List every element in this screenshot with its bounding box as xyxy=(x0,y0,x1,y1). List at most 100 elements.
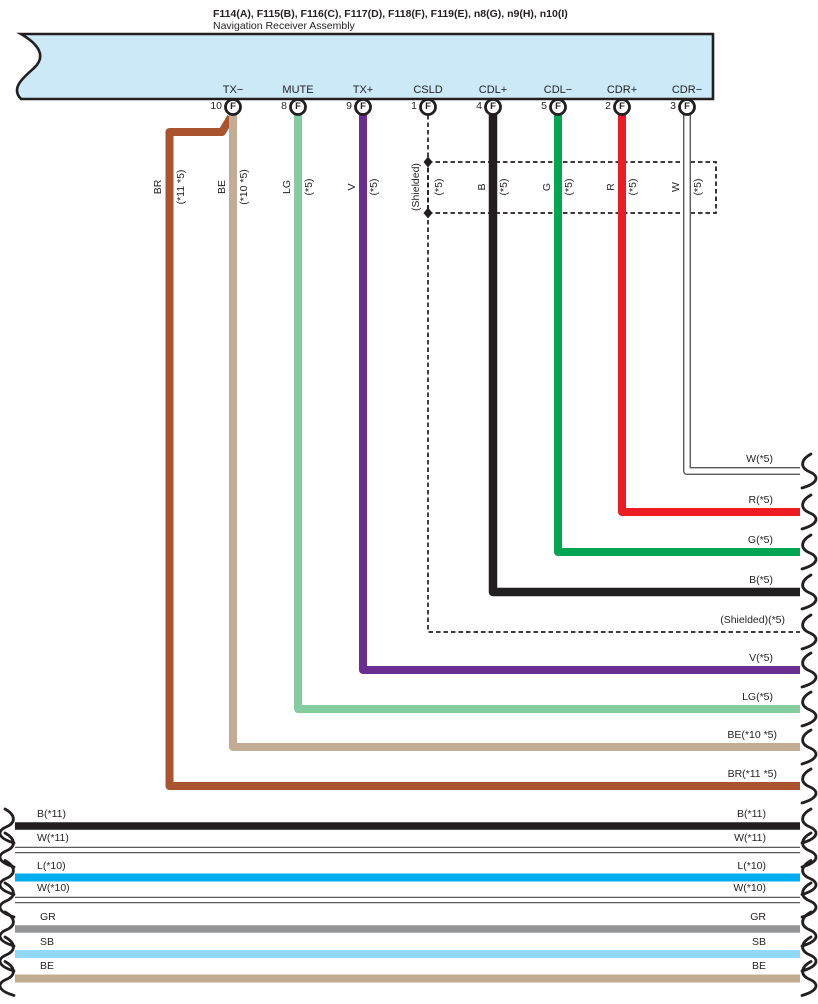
pin-terminal-letter: F xyxy=(490,101,496,112)
pin-signal-cdl-minus: CDL− xyxy=(543,84,573,96)
wire-v-code-label: V xyxy=(346,183,358,191)
wire-r-note-label: (*5) xyxy=(627,178,639,196)
pin-terminal-letter: F xyxy=(295,101,301,112)
wire-w-code-label: W xyxy=(670,182,682,192)
bus-gr-left-label: GR xyxy=(40,911,56,923)
wire-w xyxy=(683,115,800,475)
wire-lg xyxy=(294,115,800,713)
wire-lg-end-label: LG(*5) xyxy=(742,691,773,703)
pin-number-3: 3 xyxy=(670,100,676,112)
pin-circle-9 xyxy=(354,98,372,116)
wire-v xyxy=(359,115,800,674)
pin-signal-cdr-plus: CDR+ xyxy=(606,84,638,96)
wire-be xyxy=(229,115,800,751)
break-v-right xyxy=(800,651,818,689)
pin-circle-3 xyxy=(678,98,696,116)
bus-be-right-label: BE xyxy=(751,960,766,972)
wire-br-end-label: BR(*11 *5) xyxy=(727,768,777,780)
component-name: Navigation Receiver Assembly xyxy=(213,20,355,32)
shield-junction-diamond-bottom xyxy=(423,207,433,219)
break-br-right xyxy=(800,767,818,805)
pin-signal-csld: CSLD xyxy=(413,84,443,96)
pin-number-2: 2 xyxy=(605,100,611,112)
bus-w11-left-label: W(*11) xyxy=(37,832,69,844)
bus-sb-left-label: SB xyxy=(40,936,55,948)
break-be-right xyxy=(800,728,818,766)
pin-signal-mute: MUTE xyxy=(282,84,314,96)
pin-number-5: 5 xyxy=(541,100,547,112)
break-lg-right xyxy=(800,690,818,728)
pin-circle-4 xyxy=(484,98,502,116)
pin-number-1: 1 xyxy=(411,100,417,112)
wire-br-note-label: (*11 *5) xyxy=(175,169,187,205)
wire-g-note-label: (*5) xyxy=(563,178,575,196)
bus-b11-right-label: B(*11) xyxy=(737,808,766,820)
pin-number-10: 10 xyxy=(210,100,222,112)
pin-number-4: 4 xyxy=(476,100,482,112)
pin-circle-8 xyxy=(289,98,307,116)
shield-junction-diamond-top xyxy=(423,156,433,168)
bus-l10-right-label: L(*10) xyxy=(737,860,766,872)
pin-signal-cdl-plus: CDL+ xyxy=(478,84,508,96)
wire-shield-code-label: (Shielded) xyxy=(410,163,422,211)
bus-w10-left-label: W(*10) xyxy=(37,882,70,894)
shield-boundary-box xyxy=(427,161,717,214)
pin-signal-cdr-minus: CDR− xyxy=(671,84,703,96)
bus-gr-right-label: GR xyxy=(750,911,766,923)
pin-terminal-letter: F xyxy=(230,101,236,112)
wire-b-code-label: B xyxy=(476,183,488,191)
bus-w10-right-label: W(*10) xyxy=(733,882,766,894)
wire-g-end-label: G(*5) xyxy=(747,534,773,546)
wire-b xyxy=(488,115,800,597)
wire-shield-end-label: (Shielded)(*5) xyxy=(720,614,785,626)
pin-terminal-letter: F xyxy=(555,101,561,112)
wire-be-note-label: (*10 *5) xyxy=(238,169,250,205)
pin-number-8: 8 xyxy=(281,100,287,112)
wire-r-code-label: R xyxy=(605,183,617,191)
break-g-right xyxy=(800,533,818,571)
wire-w-end-label: W(*5) xyxy=(746,453,773,465)
pin-circle-5 xyxy=(549,98,567,116)
pin-signal-tx-minus: TX− xyxy=(222,84,244,96)
wire-r-end-label: R(*5) xyxy=(748,494,773,506)
wire-shield-note-label: (*5) xyxy=(433,178,445,196)
wire-lg-code-label: LG xyxy=(281,179,293,195)
bus-l10-left-label: L(*10) xyxy=(37,860,66,872)
pin-terminal-letter: F xyxy=(619,101,625,112)
bus-be-left-label: BE xyxy=(40,960,55,972)
break-b-right xyxy=(800,573,818,611)
pin-terminal-letter: F xyxy=(684,101,690,112)
pin-circle-1 xyxy=(419,98,437,116)
navigation-receiver-box xyxy=(15,32,715,101)
pin-number-9: 9 xyxy=(346,100,352,112)
wire-r xyxy=(618,115,800,516)
wire-v-note-label: (*5) xyxy=(368,178,380,196)
wire-br-code-label: BR xyxy=(152,179,164,195)
break-w-right xyxy=(800,452,818,490)
break-shield-right xyxy=(800,613,818,651)
bus-b11-left-label: B(*11) xyxy=(37,808,66,820)
pin-terminal-letter: F xyxy=(425,101,431,112)
wire-shield-drain xyxy=(423,115,800,633)
wire-v-end-label: V(*5) xyxy=(749,652,773,664)
wire-b-note-label: (*5) xyxy=(498,178,510,196)
pin-circle-10 xyxy=(224,98,242,116)
wire-br xyxy=(165,114,800,790)
wire-lg-note-label: (*5) xyxy=(303,178,315,196)
pin-circle-2 xyxy=(613,98,631,116)
wire-be-end-label: BE(*10 *5) xyxy=(727,729,777,741)
bus-w11-right-label: W(*11) xyxy=(734,832,766,844)
wire-g xyxy=(554,115,800,556)
wire-g-code-label: G xyxy=(541,182,553,192)
bus-sb-right-label: SB xyxy=(751,936,766,948)
pin-terminal-circles xyxy=(224,98,696,116)
wire-w-note-label: (*5) xyxy=(692,178,704,196)
wire-break-symbols xyxy=(0,452,818,997)
wire-be-code-label: BE xyxy=(216,179,228,195)
pin-signal-tx-plus: TX+ xyxy=(352,84,374,96)
connector-id-list: F114(A), F115(B), F116(C), F117(D), F118… xyxy=(213,8,568,20)
pin-terminal-letter: F xyxy=(360,101,366,112)
wire-b-end-label: B(*5) xyxy=(749,574,773,586)
